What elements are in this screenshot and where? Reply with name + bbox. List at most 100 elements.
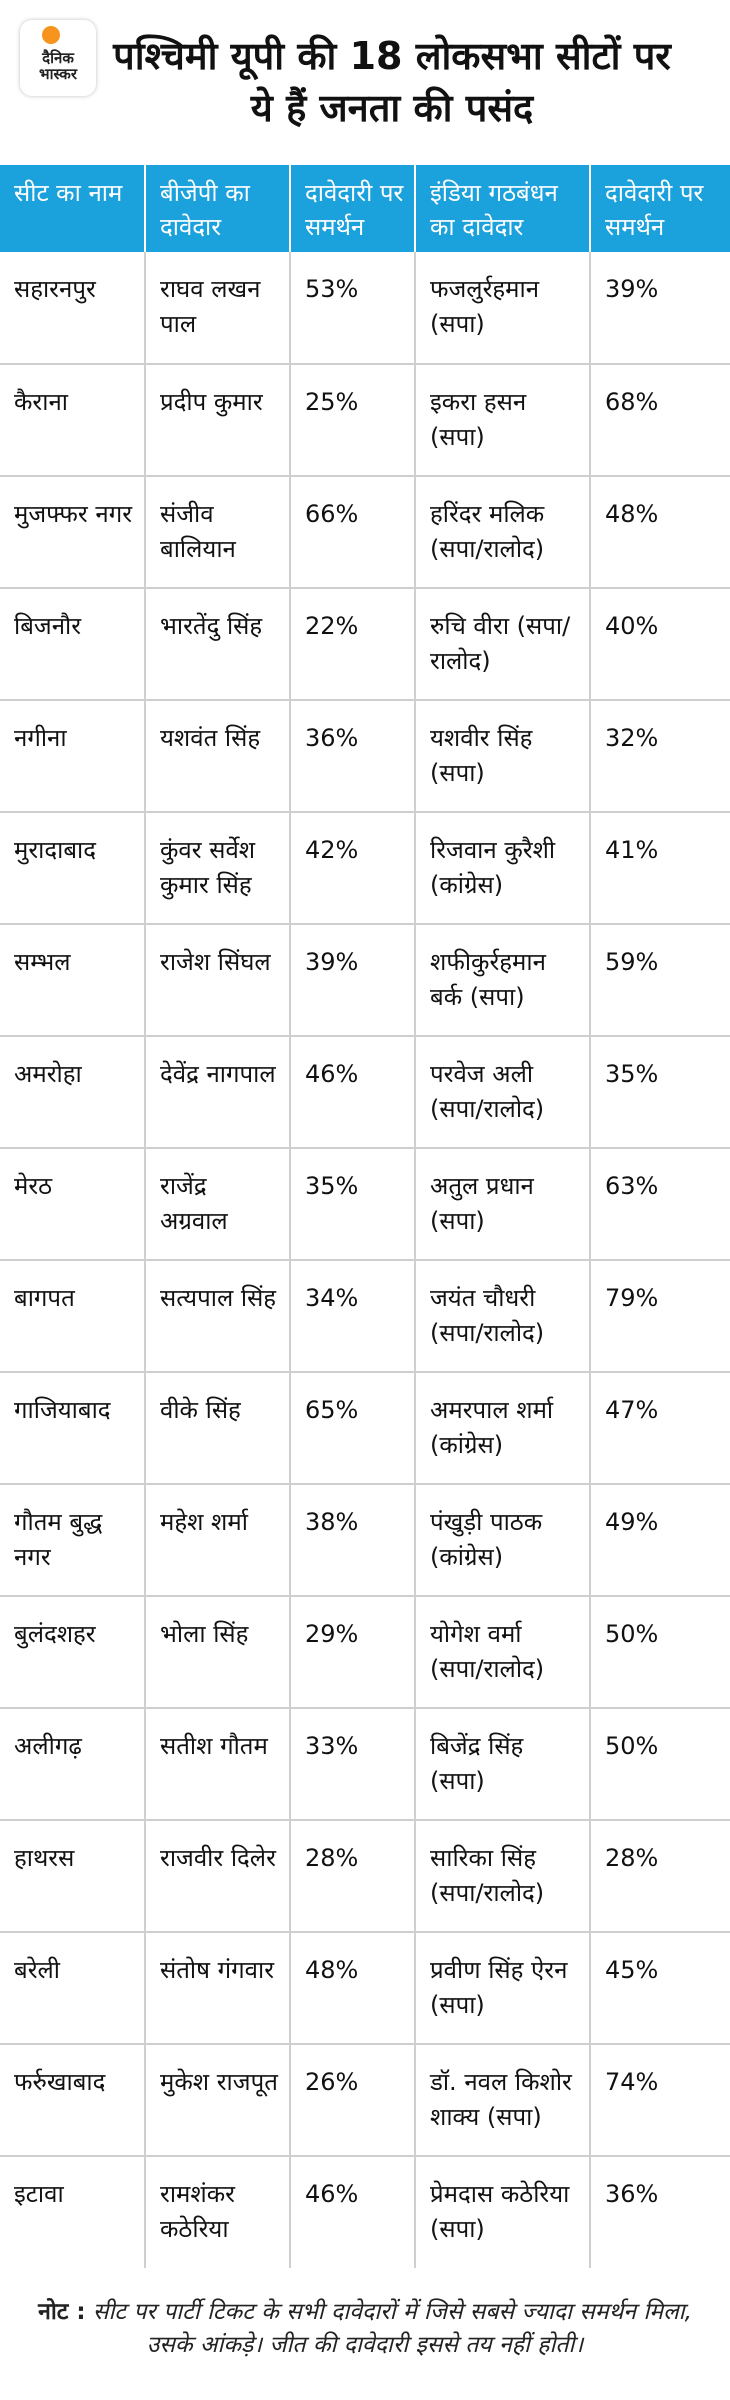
table-cell: कैराना <box>0 364 146 477</box>
table-cell: 39% <box>590 252 730 365</box>
table-cell: 47% <box>590 1372 730 1485</box>
table-cell: 53% <box>290 252 416 365</box>
table-cell: सारिका सिंह (सपा/रालोद) <box>415 1820 591 1933</box>
table-cell: अतुल प्रधान (सपा) <box>415 1148 591 1261</box>
table-cell: 50% <box>590 1708 730 1821</box>
table-cell: शफीकुर्रहमान बर्क (सपा) <box>415 924 591 1037</box>
table-cell: प्रवीण सिंह ऐरन (सपा) <box>415 1932 591 2045</box>
table-body: सहारनपुर राघव लखन पाल 53% फजलुर्रहमान (सपा)… <box>0 252 730 2268</box>
table-cell: 28% <box>590 1820 730 1933</box>
table-cell: मुरादाबाद <box>0 812 146 925</box>
table-cell: 36% <box>290 700 416 813</box>
table-cell: राजवीर दिलेर <box>145 1820 291 1933</box>
table-cell: 42% <box>290 812 416 925</box>
table-row: बरेली संतोष गंगवार 48% प्रवीण सिंह ऐरन (सपा… <box>0 1932 730 2045</box>
table-cell: 26% <box>290 2044 416 2157</box>
table-cell: 74% <box>590 2044 730 2157</box>
column-header: दावेदारी पर समर्थन <box>590 165 730 252</box>
table-cell: यशवंत सिंह <box>145 700 291 813</box>
table-cell: 38% <box>290 1484 416 1597</box>
table-row: बागपत सत्यपाल सिंह 34% जयंत चौधरी (सपा/रालो… <box>0 1260 730 1373</box>
table-cell: 36% <box>605 2180 659 2208</box>
table-cell: मेरठ <box>0 1148 146 1261</box>
table-cell: 49% <box>590 1484 730 1597</box>
table-cell: 45% <box>590 1932 730 2045</box>
table-cell: नगीना <box>0 700 146 813</box>
table-row: मेरठ राजेंद्र अग्रवाल 35% अतुल प्रधान (सपा)… <box>0 1148 730 1261</box>
table-row: मुजफ्फर नगर संजीव बालियान 66% हरिंदर मलिक (… <box>0 476 730 589</box>
table-cell: 35% <box>590 1036 730 1149</box>
table-cell: 29% <box>290 1596 416 1709</box>
table-cell: राजेंद्र अग्रवाल <box>145 1148 291 1261</box>
table-cell: 22% <box>290 588 416 701</box>
table-row: सहारनपुर राघव लखन पाल 53% फजलुर्रहमान (सपा)… <box>0 252 730 365</box>
table-cell: 33% <box>290 1708 416 1821</box>
table-cell: सत्यपाल सिंह <box>145 1260 291 1373</box>
table-cell: फर्रुखाबाद <box>0 2044 146 2157</box>
table-cell: अलीगढ़ <box>0 1708 146 1821</box>
table-cell: अमरपाल शर्मा (कांग्रेस) <box>415 1372 591 1485</box>
table-row: अमरोहा देवेंद्र नागपाल 46% परवेज अली (सपा/र… <box>0 1036 730 1149</box>
table-cell: 39% <box>290 924 416 1037</box>
table-cell: 63% <box>590 1148 730 1261</box>
table-cell: मुकेश राजपूत <box>145 2044 291 2157</box>
table-cell: संतोष गंगवार <box>145 1932 291 2045</box>
table-cell: राघव लखन पाल <box>145 252 291 365</box>
table-cell: 48% <box>590 476 730 589</box>
table-cell: पंखुड़ी पाठक (कांग्रेस) <box>415 1484 591 1597</box>
table-cell: रामशंकर कठेरिया <box>145 2156 291 2268</box>
column-header: बीजेपी का दावेदार <box>145 165 291 252</box>
table-cell: योगेश वर्मा (सपा/रालोद) <box>415 1596 591 1709</box>
table-cell: 34% <box>290 1260 416 1373</box>
table-cell: 48% <box>290 1932 416 2045</box>
logo: दैनिक भास्कर <box>20 20 96 96</box>
table-cell: बरेली <box>0 1932 146 2045</box>
header: दैनिक भास्कर पश्चिमी यूपी की 18 लोकसभा स… <box>0 0 730 165</box>
table-cell: इकरा हसन (सपा) <box>415 364 591 477</box>
column-header: इंडिया गठबंधन का दावेदार <box>415 165 591 252</box>
table-cell: प्रदीप कुमार <box>145 364 291 477</box>
table-cell: डॉ. नवल किशोर शाक्य (सपा) <box>415 2044 591 2157</box>
table-cell: परवेज अली (सपा/रालोद) <box>415 1036 591 1149</box>
table-cell: 66% <box>290 476 416 589</box>
table-cell: बिजनौर <box>0 588 146 701</box>
table-cell: 40% <box>590 588 730 701</box>
table-cell: मुजफ्फर नगर <box>0 476 146 589</box>
table-cell: 59% <box>590 924 730 1037</box>
table-cell: यशवीर सिंह (सपा) <box>415 700 591 813</box>
table-row: बुलंदशहर भोला सिंह 29% योगेश वर्मा (सपा/राल… <box>0 1596 730 1709</box>
table-row: मुरादाबाद कुंवर सर्वेश कुमार सिंह 42% रिजवा… <box>0 812 730 925</box>
table-cell: राजेश सिंघल <box>145 924 291 1037</box>
column-header: दावेदारी पर समर्थन <box>290 165 416 252</box>
table-row: हाथरस राजवीर दिलेर 28% सारिका सिंह (सपा/राल… <box>0 1820 730 1933</box>
table-cell: वीके सिंह <box>145 1372 291 1485</box>
table-cell: 41% <box>590 812 730 925</box>
table-cell: 32% <box>590 700 730 813</box>
table-cell: रुचि वीरा (सपा/रालोद) <box>415 588 591 701</box>
header-row: सीट का नाम बीजेपी का दावेदार दावेदारी पर स… <box>0 165 730 252</box>
table-cell: भारतेंदु सिंह <box>145 588 291 701</box>
table: सीट का नाम बीजेपी का दावेदार दावेदारी पर स… <box>0 165 730 2268</box>
table-row: सम्भल राजेश सिंघल 39% शफीकुर्रहमान बर्क (सप… <box>0 924 730 1037</box>
table-cell: सम्भल <box>0 924 146 1037</box>
table-cell: बुलंदशहर <box>0 1596 146 1709</box>
note-text: सीट पर पार्टी टिकट के सभी दावेदारों में … <box>92 2299 692 2359</box>
table-cell: फजलुर्रहमान (सपा) <box>415 252 591 365</box>
table-cell: अमरोहा <box>0 1036 146 1149</box>
table-cell: देवेंद्र नागपाल <box>145 1036 291 1149</box>
table-cell: कुंवर सर्वेश कुमार सिंह <box>145 812 291 925</box>
table-cell: बागपत <box>0 1260 146 1373</box>
table-cell: हरिंदर मलिक (सपा/रालोद) <box>415 476 591 589</box>
table-cell: 46% <box>290 1036 416 1149</box>
note: नोट : सीट पर पार्टी टिकट के सभी दावेदारो… <box>22 2296 708 2363</box>
table-cell: 25% <box>290 364 416 477</box>
table-cell: रिजवान कुरैशी (कांग्रेस) <box>415 812 591 925</box>
title: पश्चिमी यूपी की 18 लोकसभा सीटों पर ये है… <box>113 34 671 130</box>
table-cell: बिजेंद्र सिंह (सपा) <box>415 1708 591 1821</box>
table-cell: प्रेमदास कठेरिया (सपा) <box>415 2156 591 2268</box>
table-row: गाजियाबाद वीके सिंह 65% अमरपाल शर्मा (कांग्… <box>0 1372 730 1485</box>
table-cell: 28% <box>290 1820 416 1933</box>
table-row: नगीना यशवंत सिंह 36% यशवीर सिंह (सपा) 32% <box>0 700 730 813</box>
table-cell: भोला सिंह <box>145 1596 291 1709</box>
